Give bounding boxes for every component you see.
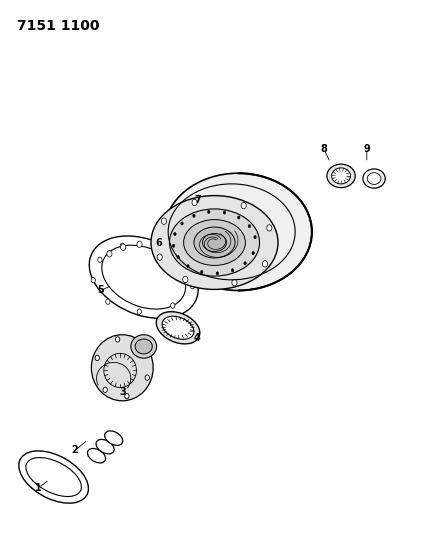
Ellipse shape (194, 227, 235, 258)
Circle shape (200, 270, 203, 273)
Circle shape (232, 279, 237, 286)
Circle shape (172, 244, 175, 247)
Circle shape (188, 265, 193, 272)
Circle shape (187, 264, 189, 268)
Circle shape (237, 216, 240, 219)
Circle shape (115, 337, 120, 342)
Ellipse shape (91, 335, 153, 401)
Circle shape (125, 393, 129, 399)
Text: 4: 4 (194, 334, 201, 343)
Ellipse shape (19, 451, 88, 503)
Ellipse shape (131, 335, 157, 358)
Text: 7: 7 (194, 195, 201, 205)
Ellipse shape (202, 233, 227, 252)
Circle shape (216, 272, 219, 275)
Circle shape (223, 211, 226, 214)
Text: 6: 6 (155, 238, 162, 247)
Ellipse shape (367, 173, 381, 184)
Ellipse shape (162, 316, 194, 340)
Circle shape (98, 257, 102, 263)
Text: 9: 9 (363, 144, 370, 154)
Circle shape (106, 299, 110, 304)
Circle shape (181, 222, 183, 225)
Ellipse shape (169, 209, 260, 276)
Ellipse shape (135, 339, 152, 354)
Circle shape (95, 356, 100, 361)
Circle shape (103, 387, 107, 392)
Text: 2: 2 (72, 446, 79, 455)
Circle shape (137, 241, 142, 247)
Circle shape (187, 260, 192, 265)
Circle shape (248, 224, 251, 228)
Circle shape (244, 262, 246, 265)
Ellipse shape (102, 245, 186, 309)
Circle shape (193, 214, 195, 217)
Circle shape (143, 351, 148, 356)
Ellipse shape (164, 173, 312, 290)
Circle shape (181, 255, 186, 261)
Circle shape (267, 225, 272, 231)
Ellipse shape (89, 236, 198, 318)
Circle shape (183, 276, 188, 282)
Circle shape (241, 203, 246, 209)
Circle shape (145, 375, 149, 380)
Ellipse shape (332, 168, 350, 184)
Ellipse shape (327, 164, 355, 188)
Text: 3: 3 (119, 387, 126, 397)
Circle shape (208, 211, 210, 214)
Circle shape (137, 309, 142, 314)
Ellipse shape (105, 431, 123, 446)
Circle shape (231, 269, 234, 272)
Circle shape (157, 254, 162, 260)
Circle shape (161, 218, 166, 224)
Circle shape (254, 236, 257, 239)
Ellipse shape (26, 457, 82, 497)
Circle shape (174, 232, 176, 236)
Circle shape (263, 261, 268, 267)
Ellipse shape (156, 312, 200, 344)
Circle shape (91, 278, 95, 283)
Circle shape (120, 243, 124, 248)
Circle shape (121, 244, 126, 251)
Circle shape (107, 251, 112, 257)
Text: 8: 8 (320, 144, 327, 154)
Circle shape (192, 199, 197, 206)
Circle shape (171, 303, 175, 308)
Circle shape (252, 252, 254, 255)
Text: 5: 5 (97, 286, 104, 295)
Ellipse shape (184, 220, 245, 265)
Circle shape (190, 284, 195, 289)
Circle shape (169, 247, 174, 253)
Ellipse shape (151, 196, 278, 289)
Ellipse shape (363, 169, 385, 188)
Circle shape (177, 255, 179, 259)
Ellipse shape (96, 439, 114, 454)
Circle shape (163, 243, 167, 248)
Text: 1: 1 (35, 483, 42, 492)
Circle shape (154, 242, 159, 248)
Text: 7151 1100: 7151 1100 (17, 19, 100, 33)
Ellipse shape (88, 448, 106, 463)
